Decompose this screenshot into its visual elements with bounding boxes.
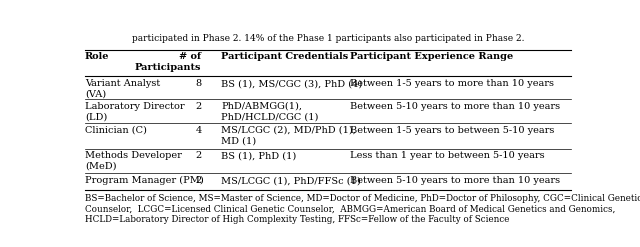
Text: Variant Analyst
(VA): Variant Analyst (VA) (85, 79, 160, 99)
Text: Methods Developer
(MeD): Methods Developer (MeD) (85, 151, 182, 171)
Text: BS (1), MS/CGC (3), PhD (4): BS (1), MS/CGC (3), PhD (4) (221, 79, 363, 88)
Text: Between 5-10 years to more than 10 years: Between 5-10 years to more than 10 years (350, 102, 561, 111)
Text: # of
Participants: # of Participants (135, 52, 202, 72)
Text: Between 1-5 years to more than 10 years: Between 1-5 years to more than 10 years (350, 79, 554, 88)
Text: participated in Phase 2. 14% of the Phase 1 participants also participated in Ph: participated in Phase 2. 14% of the Phas… (132, 34, 524, 43)
Text: 2: 2 (195, 151, 202, 160)
Text: 2: 2 (195, 176, 202, 185)
Text: 4: 4 (195, 126, 202, 135)
Text: Program Manager (PM): Program Manager (PM) (85, 176, 204, 185)
Text: MS/LCGC (2), MD/PhD (1),
MD (1): MS/LCGC (2), MD/PhD (1), MD (1) (221, 126, 356, 145)
Text: Less than 1 year to between 5-10 years: Less than 1 year to between 5-10 years (350, 151, 545, 160)
Text: Laboratory Director
(LD): Laboratory Director (LD) (85, 102, 184, 121)
Text: MS/LCGC (1), PhD/FFSc (1): MS/LCGC (1), PhD/FFSc (1) (221, 176, 361, 185)
Text: Participant Experience Range: Participant Experience Range (350, 52, 513, 62)
Text: 2: 2 (195, 102, 202, 111)
Text: Role: Role (85, 52, 109, 62)
Text: PhD/ABMGG(1),
PhD/HCLD/CGC (1): PhD/ABMGG(1), PhD/HCLD/CGC (1) (221, 102, 319, 121)
Text: Between 5-10 years to more than 10 years: Between 5-10 years to more than 10 years (350, 176, 561, 185)
Text: Participant Credentials: Participant Credentials (221, 52, 349, 62)
Text: Clinician (C): Clinician (C) (85, 126, 147, 135)
Text: BS=Bachelor of Science, MS=Master of Science, MD=Doctor of Medicine, PhD=Doctor : BS=Bachelor of Science, MS=Master of Sci… (85, 194, 640, 224)
Text: 8: 8 (195, 79, 202, 88)
Text: BS (1), PhD (1): BS (1), PhD (1) (221, 151, 296, 160)
Text: Between 1-5 years to between 5-10 years: Between 1-5 years to between 5-10 years (350, 126, 555, 135)
